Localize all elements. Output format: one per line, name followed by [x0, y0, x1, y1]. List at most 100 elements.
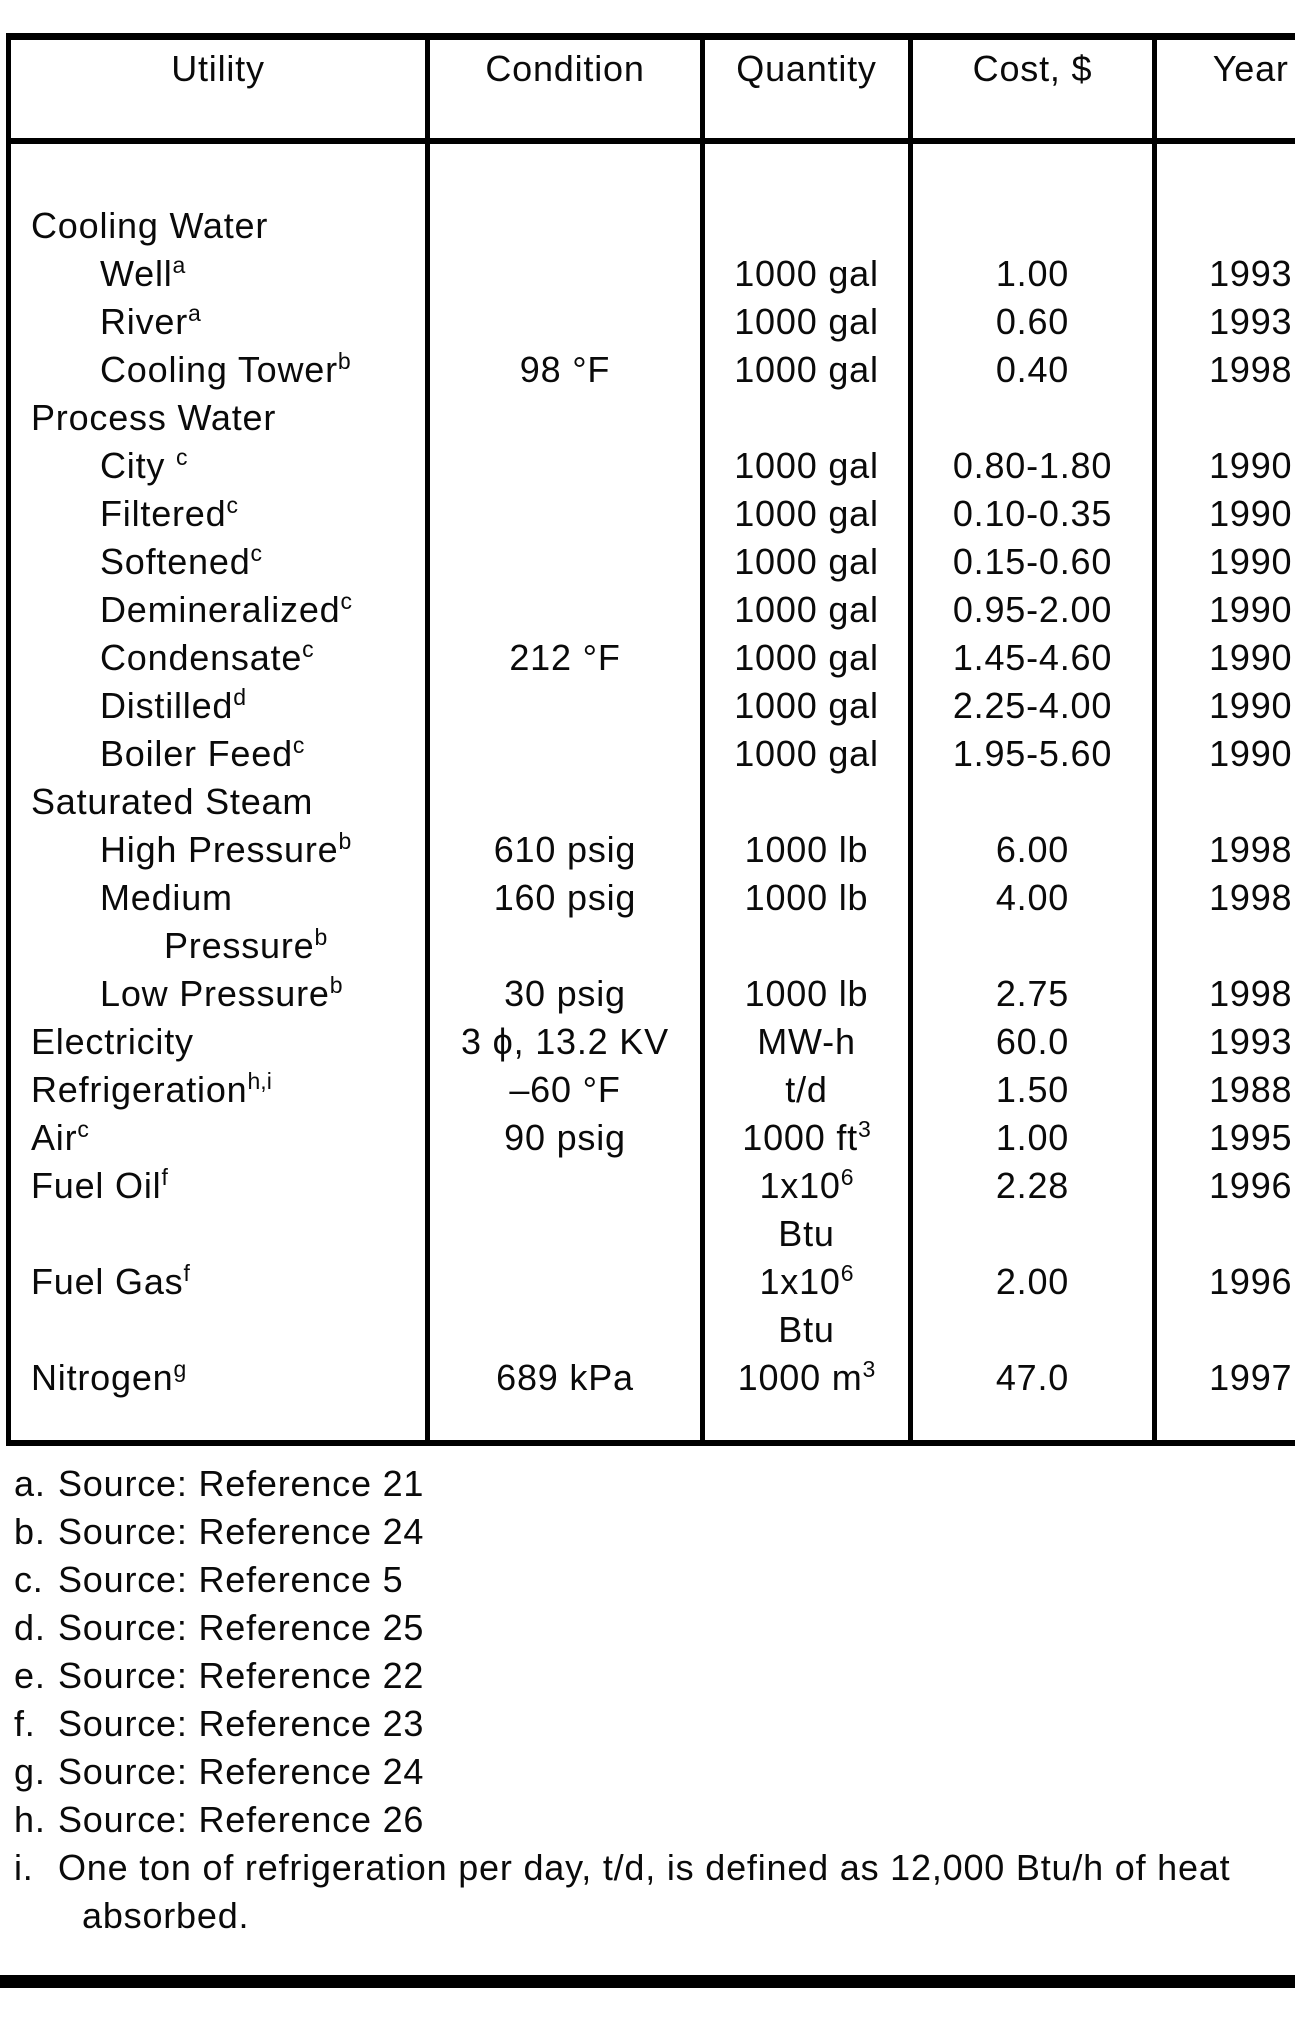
year-cell: 1996 [1155, 1162, 1295, 1210]
footnote-label: h. [14, 1796, 58, 1844]
utility-cell: Fuel Oilf [9, 1162, 428, 1210]
footnote-marker: c [341, 588, 353, 614]
quantity-cell: 1000 gal [703, 490, 911, 538]
quantity-cell: Btu [703, 1210, 911, 1258]
condition-cell: 98 °F [428, 346, 703, 394]
utility-cell: Low Pressureb [9, 970, 428, 1018]
cost-cell [911, 1402, 1155, 1443]
year-cell: 1998 [1155, 970, 1295, 1018]
utility-cell: Medium [9, 874, 428, 922]
cost-cell [911, 141, 1155, 202]
quantity-cell: 1000 lb [703, 874, 911, 922]
footnote: b.Source: Reference 24 [14, 1508, 1295, 1556]
year-cell [1155, 1210, 1295, 1258]
table-row: Btu [9, 1306, 1295, 1354]
cost-cell: 0.80-1.80 [911, 442, 1155, 490]
condition-cell: –60 °F [428, 1066, 703, 1114]
condition-cell [428, 586, 703, 634]
condition-cell [428, 394, 703, 442]
footnote-marker: 3 [863, 1356, 876, 1382]
footnote-label: b. [14, 1508, 58, 1556]
footnote-marker: c [302, 636, 314, 662]
quantity-cell: 1000 gal [703, 682, 911, 730]
quantity-cell [703, 1402, 911, 1443]
utility-cell: Condensatec [9, 634, 428, 682]
footnote: f.Source: Reference 23 [14, 1700, 1295, 1748]
footnote-marker: c [226, 492, 238, 518]
quantity-cell: 1000 gal [703, 346, 911, 394]
year-cell: 1998 [1155, 826, 1295, 874]
quantity-cell [703, 202, 911, 250]
year-cell [1155, 922, 1295, 970]
quantity-cell: MW-h [703, 1018, 911, 1066]
footnote-text: Source: Reference 22 [58, 1655, 424, 1696]
cost-cell: 1.00 [911, 1114, 1155, 1162]
condition-cell [428, 202, 703, 250]
year-cell [1155, 202, 1295, 250]
condition-cell [428, 141, 703, 202]
footnote-text: Source: Reference 23 [58, 1703, 424, 1744]
cost-cell [911, 1306, 1155, 1354]
condition-cell: 212 °F [428, 634, 703, 682]
condition-cell [428, 1258, 703, 1306]
utility-cell: High Pressureb [9, 826, 428, 874]
footnote-marker: b [339, 828, 352, 854]
utility-cell [9, 1210, 428, 1258]
utility-cell: Process Water [9, 394, 428, 442]
quantity-cell: 1000 gal [703, 634, 911, 682]
condition-cell: 90 psig [428, 1114, 703, 1162]
quantity-cell: 1000 gal [703, 442, 911, 490]
year-cell: 1993 [1155, 250, 1295, 298]
utilities-cost-table: Utility Condition Quantity Cost, $ Year … [6, 33, 1295, 1446]
condition-cell [428, 682, 703, 730]
year-cell: 1990 [1155, 586, 1295, 634]
condition-cell: 610 psig [428, 826, 703, 874]
utility-cell: Airc [9, 1114, 428, 1162]
quantity-cell [703, 141, 911, 202]
utility-cell: Rivera [9, 298, 428, 346]
condition-cell [428, 730, 703, 778]
utility-cell [9, 1402, 428, 1443]
footnote-label: c. [14, 1556, 58, 1604]
cost-cell: 0.40 [911, 346, 1155, 394]
cost-cell [911, 922, 1155, 970]
year-cell: 1988 [1155, 1066, 1295, 1114]
footnote-marker: b [314, 924, 327, 950]
year-cell: 1997 [1155, 1354, 1295, 1402]
utility-cell: City c [9, 442, 428, 490]
footnote-marker: 6 [841, 1260, 854, 1286]
footnote-marker: b [330, 972, 343, 998]
footnote-text: Source: Reference 5 [58, 1559, 403, 1600]
quantity-cell: 1x106 [703, 1162, 911, 1210]
quantity-cell: 1000 m3 [703, 1354, 911, 1402]
cost-cell [911, 394, 1155, 442]
condition-cell [428, 1162, 703, 1210]
footnote-text: One ton of refrigeration per day, t/d, i… [58, 1847, 1230, 1888]
spacer-row [9, 141, 1295, 202]
scanned-document-page: Utility Condition Quantity Cost, $ Year … [0, 33, 1295, 2023]
quantity-cell: 1000 ft3 [703, 1114, 911, 1162]
table-row: Saturated Steam [9, 778, 1295, 826]
footnote-marker: d [233, 684, 246, 710]
condition-cell [428, 250, 703, 298]
footnote-label: f. [14, 1700, 58, 1748]
year-cell [1155, 1306, 1295, 1354]
cost-cell: 1.50 [911, 1066, 1155, 1114]
condition-cell: 30 psig [428, 970, 703, 1018]
cost-cell: 2.25-4.00 [911, 682, 1155, 730]
cost-cell: 0.10-0.35 [911, 490, 1155, 538]
quantity-cell: 1000 gal [703, 298, 911, 346]
quantity-cell: 1000 gal [703, 250, 911, 298]
utility-cell: Nitrogeng [9, 1354, 428, 1402]
utility-cell: Boiler Feedc [9, 730, 428, 778]
quantity-cell: 1000 gal [703, 730, 911, 778]
